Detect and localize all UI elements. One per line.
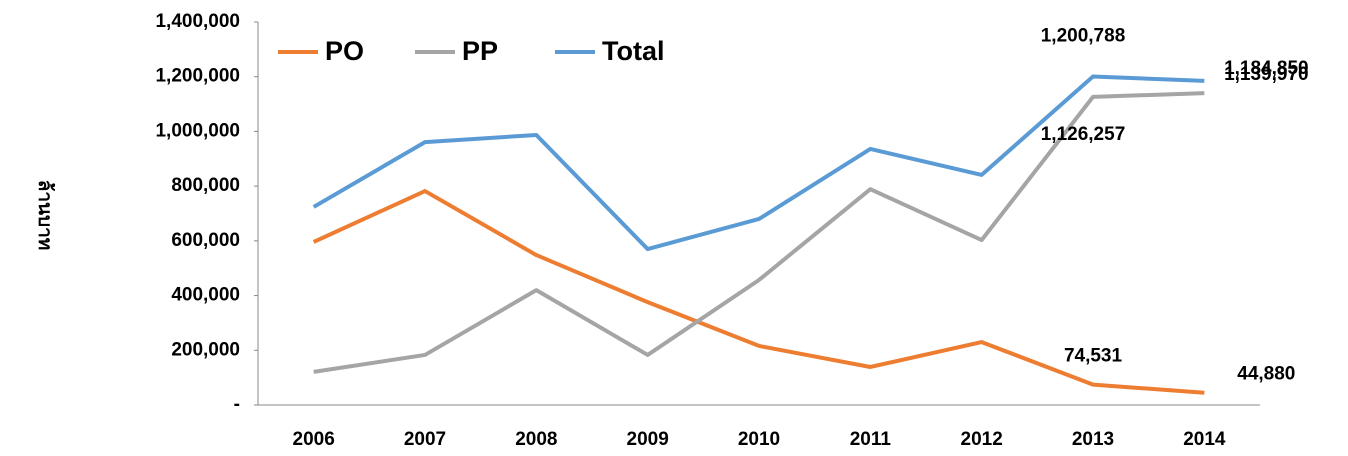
data-label: 1,139,970 (1224, 64, 1309, 85)
x-tick-label: 2006 (293, 429, 335, 450)
data-label: 1,200,788 (1041, 26, 1126, 47)
legend-label: PO (325, 36, 364, 66)
x-tick-label: 2013 (1072, 429, 1114, 450)
data-label: 44,880 (1237, 364, 1295, 385)
data-label: 1,184,850 (1224, 58, 1309, 79)
x-tick-label: 2014 (1183, 429, 1226, 450)
legend-label: Total (602, 36, 665, 66)
x-tick-label: 2012 (961, 429, 1003, 450)
line-series (312, 74, 1205, 252)
line-series (313, 91, 1205, 374)
y-tick-label: 1,400,000 (155, 11, 240, 32)
y-tick-label: 800,000 (171, 175, 240, 196)
y-tick-label: 1,200,000 (155, 66, 240, 87)
x-tick-label: 2007 (404, 429, 446, 450)
x-tick-label: 2009 (627, 429, 669, 450)
legend-label: PP (462, 36, 498, 66)
line-series (312, 189, 1205, 395)
y-axis-title: ล้านบาท (34, 180, 56, 251)
data-label: 74,531 (1064, 346, 1123, 367)
y-tick-label: 1,000,000 (155, 120, 240, 141)
x-tick-label: 2008 (515, 429, 557, 450)
data-label: 1,126,257 (1041, 124, 1126, 145)
x-tick-label: 2010 (738, 429, 780, 450)
y-tick-label: 600,000 (171, 230, 240, 251)
y-tick-label: 400,000 (171, 285, 240, 306)
y-tick-label: 200,000 (171, 339, 240, 360)
x-tick-label: 2011 (850, 429, 892, 450)
y-tick-label: - (234, 394, 240, 415)
